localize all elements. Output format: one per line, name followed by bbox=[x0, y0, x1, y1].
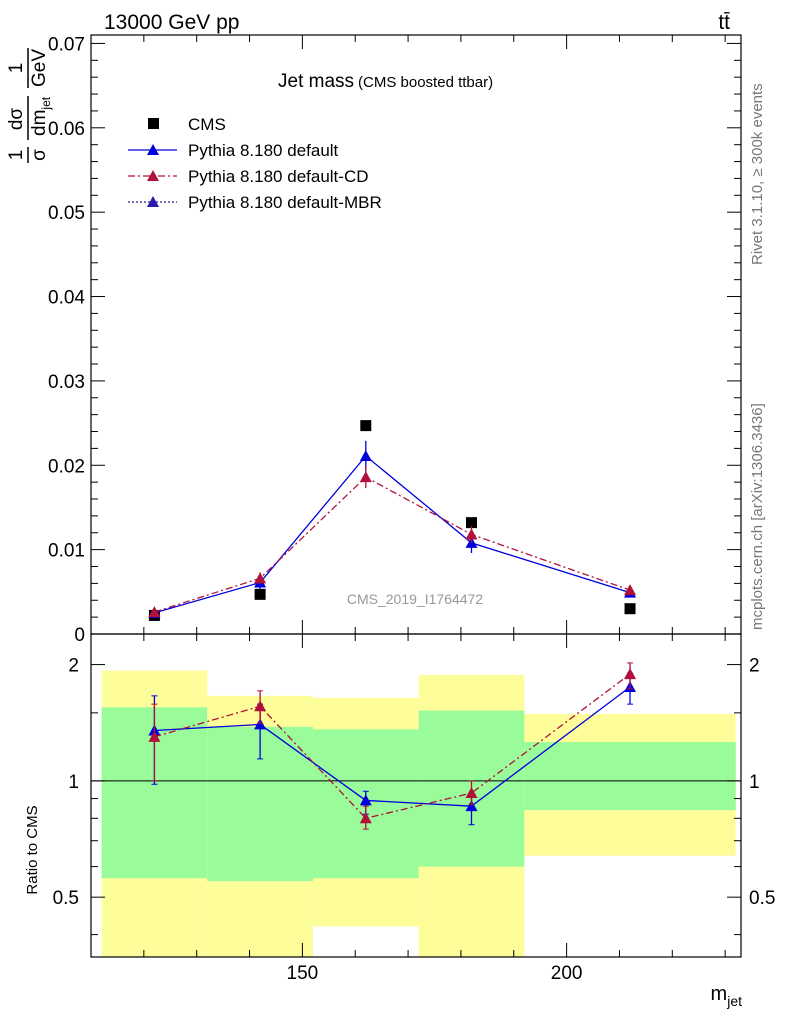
ytick-label: 0.03 bbox=[48, 372, 85, 393]
ratio-ytick-label-right: 2 bbox=[749, 656, 760, 677]
ylabel-frac1-num: 1 bbox=[6, 150, 27, 161]
series-point-2 bbox=[148, 606, 161, 618]
ylabel-frac2-num: dσ bbox=[6, 108, 27, 131]
data-marks bbox=[148, 420, 637, 830]
ratio-ytick-label: 2 bbox=[68, 656, 79, 677]
ylabel-frac2-den-main: dm bbox=[29, 110, 50, 136]
y-axis-label-top: 1 σ dσ dmjet 1 GeV bbox=[6, 48, 53, 163]
chart-title: Jet mass (CMS boosted ttbar) bbox=[278, 71, 493, 92]
ratio-point-0 bbox=[465, 800, 478, 812]
ratio-ytick-label: 1 bbox=[68, 772, 79, 793]
axes: 0 0.01 0.02 0.03 0.04 0.05 0.06 0.07 150 200 0.5 0.… bbox=[48, 34, 775, 984]
ratio-ytick-label-right: 0.5 bbox=[749, 888, 775, 909]
cms-point bbox=[360, 420, 372, 432]
header-right: tt̄ bbox=[718, 11, 730, 34]
series-point-2 bbox=[624, 584, 637, 596]
ratio-ytick-label-right: 1 bbox=[749, 772, 760, 793]
ratio-point-1 bbox=[624, 668, 637, 680]
legend-label-3: Pythia 8.180 default-MBR bbox=[188, 193, 382, 212]
xtick-label: 150 bbox=[287, 963, 319, 984]
ratio-frame bbox=[90, 633, 742, 958]
ytick-label: 0.04 bbox=[48, 288, 85, 309]
legend-marker-cms bbox=[148, 118, 159, 129]
ylabel-frac1-den: σ bbox=[29, 149, 50, 161]
header-left: 13000 GeV pp bbox=[104, 11, 239, 34]
ylabel-frac3-den: GeV bbox=[29, 49, 50, 87]
ratio-point-0 bbox=[254, 718, 267, 730]
ratio-point-1 bbox=[359, 812, 372, 824]
ytick-label: 0.01 bbox=[48, 541, 85, 562]
ytick-label: 0.07 bbox=[48, 34, 85, 55]
ratio-point-1 bbox=[254, 700, 267, 712]
ylabel-frac2-den: dmjet bbox=[29, 96, 53, 136]
series-point-2 bbox=[465, 528, 478, 540]
ytick-label: 0.05 bbox=[48, 203, 85, 224]
chart-title-main: Jet mass bbox=[278, 71, 354, 92]
cms-point bbox=[624, 603, 636, 615]
ratio-point-1 bbox=[465, 787, 478, 799]
cms-point bbox=[254, 588, 266, 600]
ylabel-frac3-num: 1 bbox=[6, 63, 27, 74]
ratio-line-1 bbox=[154, 673, 631, 820]
series-point-1 bbox=[359, 449, 372, 461]
legend-label-0: CMS bbox=[188, 115, 226, 134]
ratio-ytick-label: 0.5 bbox=[53, 888, 79, 909]
legend: CMS Pythia 8.180 default Pythia 8.180 defa… bbox=[128, 115, 382, 212]
mcplots-label: mcplots.cern.ch [arXiv:1306.3436] bbox=[749, 403, 766, 630]
band-green-4 bbox=[524, 742, 736, 811]
xtick-label: 200 bbox=[551, 963, 583, 984]
cms-point bbox=[465, 517, 477, 529]
ratio-point-0 bbox=[359, 794, 372, 806]
series-point-2 bbox=[254, 572, 267, 584]
legend-marker-3 bbox=[147, 196, 159, 207]
legend-marker-1 bbox=[147, 144, 159, 155]
ytick-label: 0.02 bbox=[48, 456, 85, 477]
ratio-point-1 bbox=[148, 730, 161, 742]
chart-subtitle: (CMS boosted ttbar) bbox=[358, 74, 493, 91]
x-axis-label: mjet bbox=[711, 983, 743, 1009]
watermark: CMS_2019_I1764472 bbox=[347, 591, 483, 607]
chart-text: 13000 GeV pp tt̄ CMS_2019_I1764472 Rivet… bbox=[6, 11, 766, 1009]
ytick-label: 0 bbox=[74, 625, 85, 646]
legend-label-1: Pythia 8.180 default bbox=[188, 141, 339, 160]
legend-label-2: Pythia 8.180 default-CD bbox=[188, 167, 369, 186]
ylabel-frac2-sub: jet bbox=[39, 96, 53, 110]
ratio-bands bbox=[101, 670, 736, 957]
y-axis-label-ratio: Ratio to CMS bbox=[24, 805, 41, 894]
legend-marker-2 bbox=[147, 170, 159, 181]
series-point-2 bbox=[359, 471, 372, 483]
series-line-1 bbox=[154, 455, 631, 614]
ytick-label: 0.06 bbox=[48, 119, 85, 140]
rivet-label: Rivet 3.1.10, ≥ 300k events bbox=[749, 83, 766, 265]
